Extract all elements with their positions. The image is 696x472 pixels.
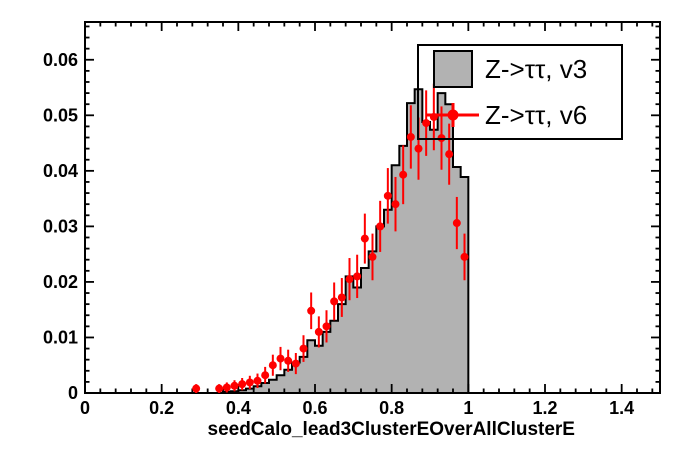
y-tick-label: 0.03 xyxy=(43,216,78,236)
x-tick-label: 0.6 xyxy=(302,398,327,418)
v6-point xyxy=(322,322,331,331)
v6-point xyxy=(406,132,415,141)
v6-point xyxy=(261,371,270,380)
legend-entry-v6: Z->ττ, v6 xyxy=(419,92,621,138)
y-tick-label: 0.02 xyxy=(43,272,78,292)
v6-point xyxy=(230,381,239,390)
v6-point xyxy=(238,380,247,389)
v6-point xyxy=(215,384,224,393)
v6-point xyxy=(276,354,285,363)
y-tick-label: 0.01 xyxy=(43,327,78,347)
legend-label-v3: Z->ττ, v3 xyxy=(485,54,588,84)
v6-point xyxy=(353,272,362,281)
y-tick-label: 0.04 xyxy=(43,161,78,181)
axes: 0 0.2 0.4 0.6 0.8 1 1.2 1.4 0 0.01 0.02 0.03 0.04 0.0… xyxy=(43,21,661,418)
v6-point xyxy=(314,327,323,336)
x-tick-label: 1.2 xyxy=(532,398,557,418)
x-tick-label: 0.8 xyxy=(379,398,404,418)
v6-point xyxy=(368,252,377,261)
v6-point xyxy=(192,384,201,393)
v6-point xyxy=(345,275,354,284)
v6-point xyxy=(307,306,316,315)
v6-point xyxy=(445,150,454,159)
legend-marker-v6-icon xyxy=(427,95,479,135)
legend-label-v6: Z->ττ, v6 xyxy=(485,100,588,130)
v6-point xyxy=(268,361,277,370)
x-axis-title: seedCalo_lead3ClusterEOverAllClusterE xyxy=(207,419,576,440)
v6-point xyxy=(360,234,369,243)
x-tick-label: 1.4 xyxy=(609,398,634,418)
v6-point xyxy=(422,119,431,128)
legend: Z->ττ, v3 Z->ττ, v6 xyxy=(417,44,623,140)
y-tick-label: 0 xyxy=(68,383,78,403)
v6-point xyxy=(337,293,346,302)
v6-point xyxy=(299,344,308,353)
v6-point xyxy=(383,191,392,200)
x-tick-label: 0.2 xyxy=(149,398,174,418)
v6-point xyxy=(391,200,400,209)
v6-point xyxy=(414,144,423,153)
legend-entry-v3: Z->ττ, v3 xyxy=(419,46,621,92)
v6-point xyxy=(284,356,293,365)
y-tick-label: 0.05 xyxy=(43,105,78,125)
v6-point xyxy=(253,376,262,385)
v6-point xyxy=(399,170,408,179)
y-tick-label: 0.06 xyxy=(43,50,78,70)
v6-point xyxy=(330,297,339,306)
x-tick-label: 0 xyxy=(80,398,90,418)
x-tick-label: 1 xyxy=(463,398,473,418)
v6-point xyxy=(376,222,385,231)
x-tick-label: 0.4 xyxy=(226,398,251,418)
v6-point xyxy=(245,378,254,387)
legend-swatch-v3 xyxy=(427,49,479,89)
v6-points xyxy=(192,112,469,393)
v6-point xyxy=(452,219,461,228)
v6-point xyxy=(222,383,231,392)
v6-point xyxy=(291,359,300,368)
v6-point xyxy=(460,252,469,261)
